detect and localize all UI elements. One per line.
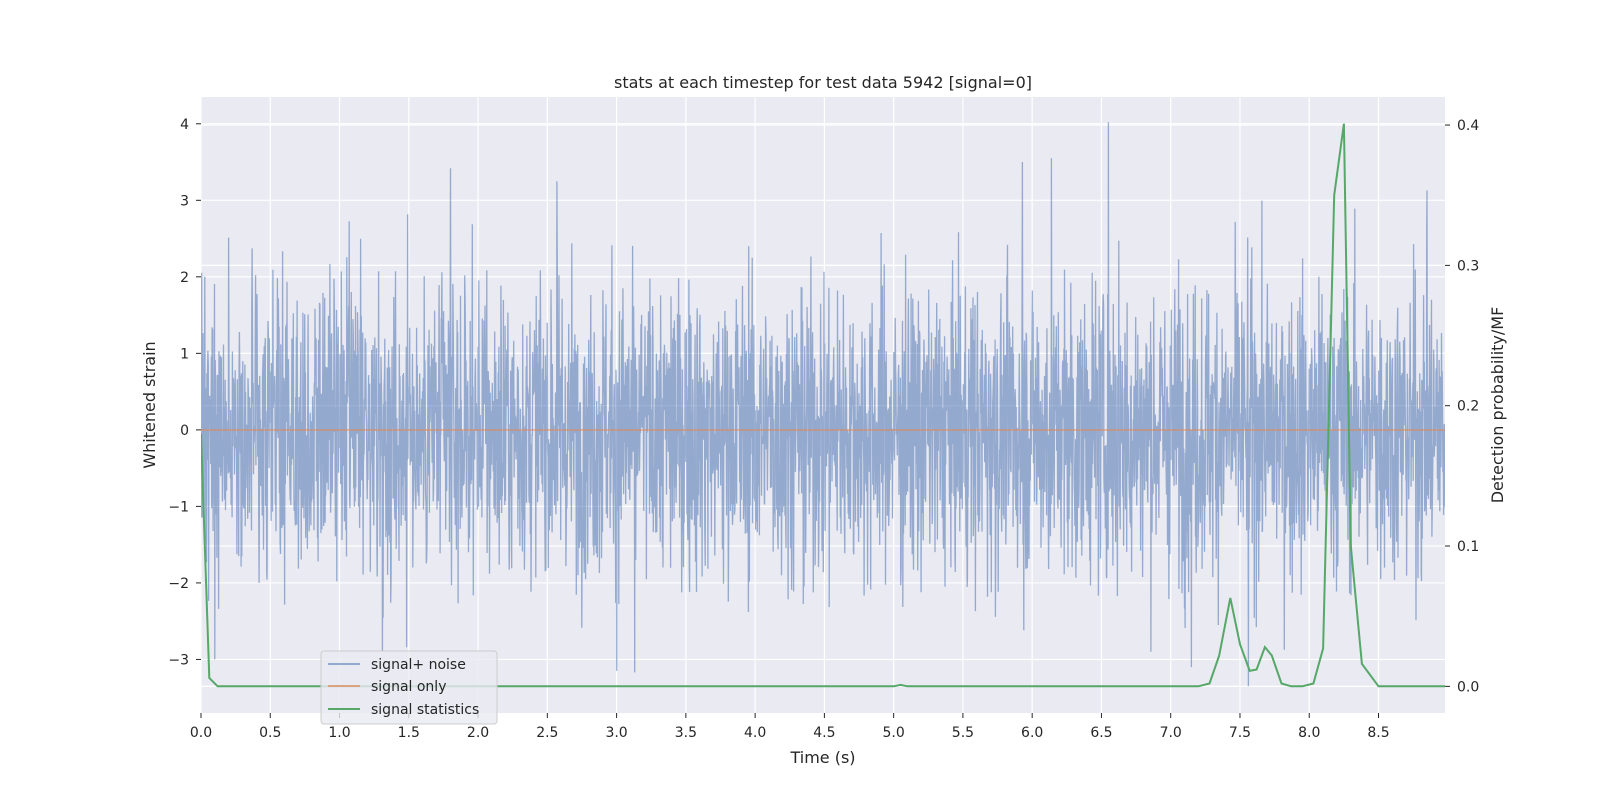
x-tick-label: 5.0: [883, 725, 905, 741]
x-tick-label: 4.0: [744, 725, 766, 741]
y-tick-label: −3: [168, 652, 189, 668]
x-tick-label: 0.0: [190, 725, 212, 741]
x-tick-label: 6.5: [1090, 725, 1112, 741]
y2-tick-label: 0.0: [1457, 679, 1479, 695]
x-tick-label: 0.5: [259, 725, 281, 741]
x-tick-label: 1.5: [398, 725, 420, 741]
legend-label-signal-plus-noise: signal+ noise: [371, 657, 466, 673]
x-tick-label: 3.5: [675, 725, 697, 741]
y-tick-label: −1: [168, 499, 189, 515]
y-tick-label: 4: [180, 117, 189, 133]
legend: signal+ noise signal only signal statist…: [320, 650, 498, 725]
x-tick-label: 5.5: [952, 725, 974, 741]
x-axis-ticks: 0.0 0.5 1.0 1.5 2.0 2.5 3.0 3.5 4.0 4.5 5.0 5.5 6.0 6…: [190, 713, 1390, 741]
x-tick-label: 8.5: [1367, 725, 1389, 741]
legend-label-signal-only: signal only: [371, 679, 446, 695]
series-line-signal-plus-noise: [201, 122, 1445, 687]
y-tick-label: 0: [180, 423, 189, 439]
y-axis-ticks: 4 3 2 1 0 −1 −2 −3: [168, 117, 201, 668]
x-tick-label: 1.0: [328, 725, 350, 741]
y2-axis-ticks: 0.4 0.3 0.2 0.1 0.0: [1445, 118, 1479, 695]
y2-tick-label: 0.1: [1457, 539, 1479, 555]
x-tick-label: 7.0: [1160, 725, 1182, 741]
y2-tick-label: 0.2: [1457, 399, 1479, 415]
x-tick-label: 3.0: [605, 725, 627, 741]
y-axis-title: Whitened strain: [140, 341, 159, 468]
x-axis-title: Time (s): [789, 748, 855, 767]
y2-axis-title: Detection probability/MF: [1488, 307, 1507, 504]
series-line-signal-statistics: [201, 123, 1445, 688]
y-tick-label: 2: [180, 270, 189, 286]
legend-label-signal-statistics: signal statistics: [371, 702, 479, 718]
x-tick-label: 2.5: [536, 725, 558, 741]
legend-box: [320, 650, 498, 725]
x-tick-label: 7.5: [1229, 725, 1251, 741]
y2-tick-label: 0.3: [1457, 258, 1479, 274]
x-tick-label: 6.0: [1021, 725, 1043, 741]
x-tick-label: 4.5: [813, 725, 835, 741]
y2-tick-label: 0.4: [1457, 118, 1479, 134]
chart-title: stats at each timestep for test data 594…: [614, 73, 1032, 92]
y-tick-label: 1: [180, 346, 189, 362]
y-tick-label: −2: [168, 576, 189, 592]
y-tick-label: 3: [180, 193, 189, 209]
x-tick-label: 8.0: [1298, 725, 1320, 741]
x-tick-label: 2.0: [467, 725, 489, 741]
